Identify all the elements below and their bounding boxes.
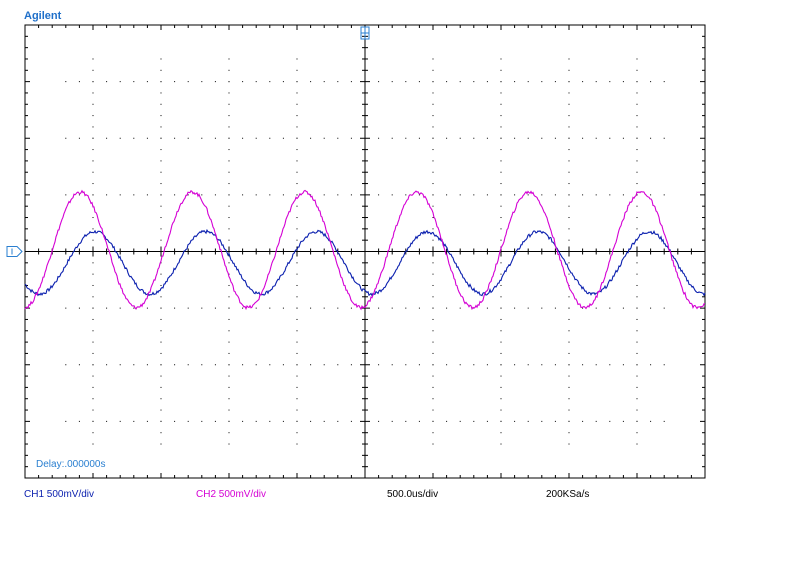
timebase-label: 500.0us/div: [387, 489, 439, 500]
sample-rate-label: 200KSa/s: [546, 489, 590, 500]
axis-ticks: [24, 24, 706, 479]
delay-readout: Delay:.000000s: [36, 459, 106, 470]
trace-ch2: [24, 189, 706, 311]
brand-logo-text: Agilent: [24, 10, 62, 22]
scope-traces: [24, 189, 706, 311]
scope-grid: [24, 24, 706, 479]
trace-ch1: [24, 228, 706, 297]
ch1-scale-label: CH1 500mV/div: [24, 489, 95, 500]
scope-markers: [6, 26, 370, 257]
ch2-scale-label: CH2 500mV/div: [196, 489, 267, 500]
ground-reference-marker: [6, 246, 23, 257]
trigger-position-marker: [360, 26, 370, 40]
